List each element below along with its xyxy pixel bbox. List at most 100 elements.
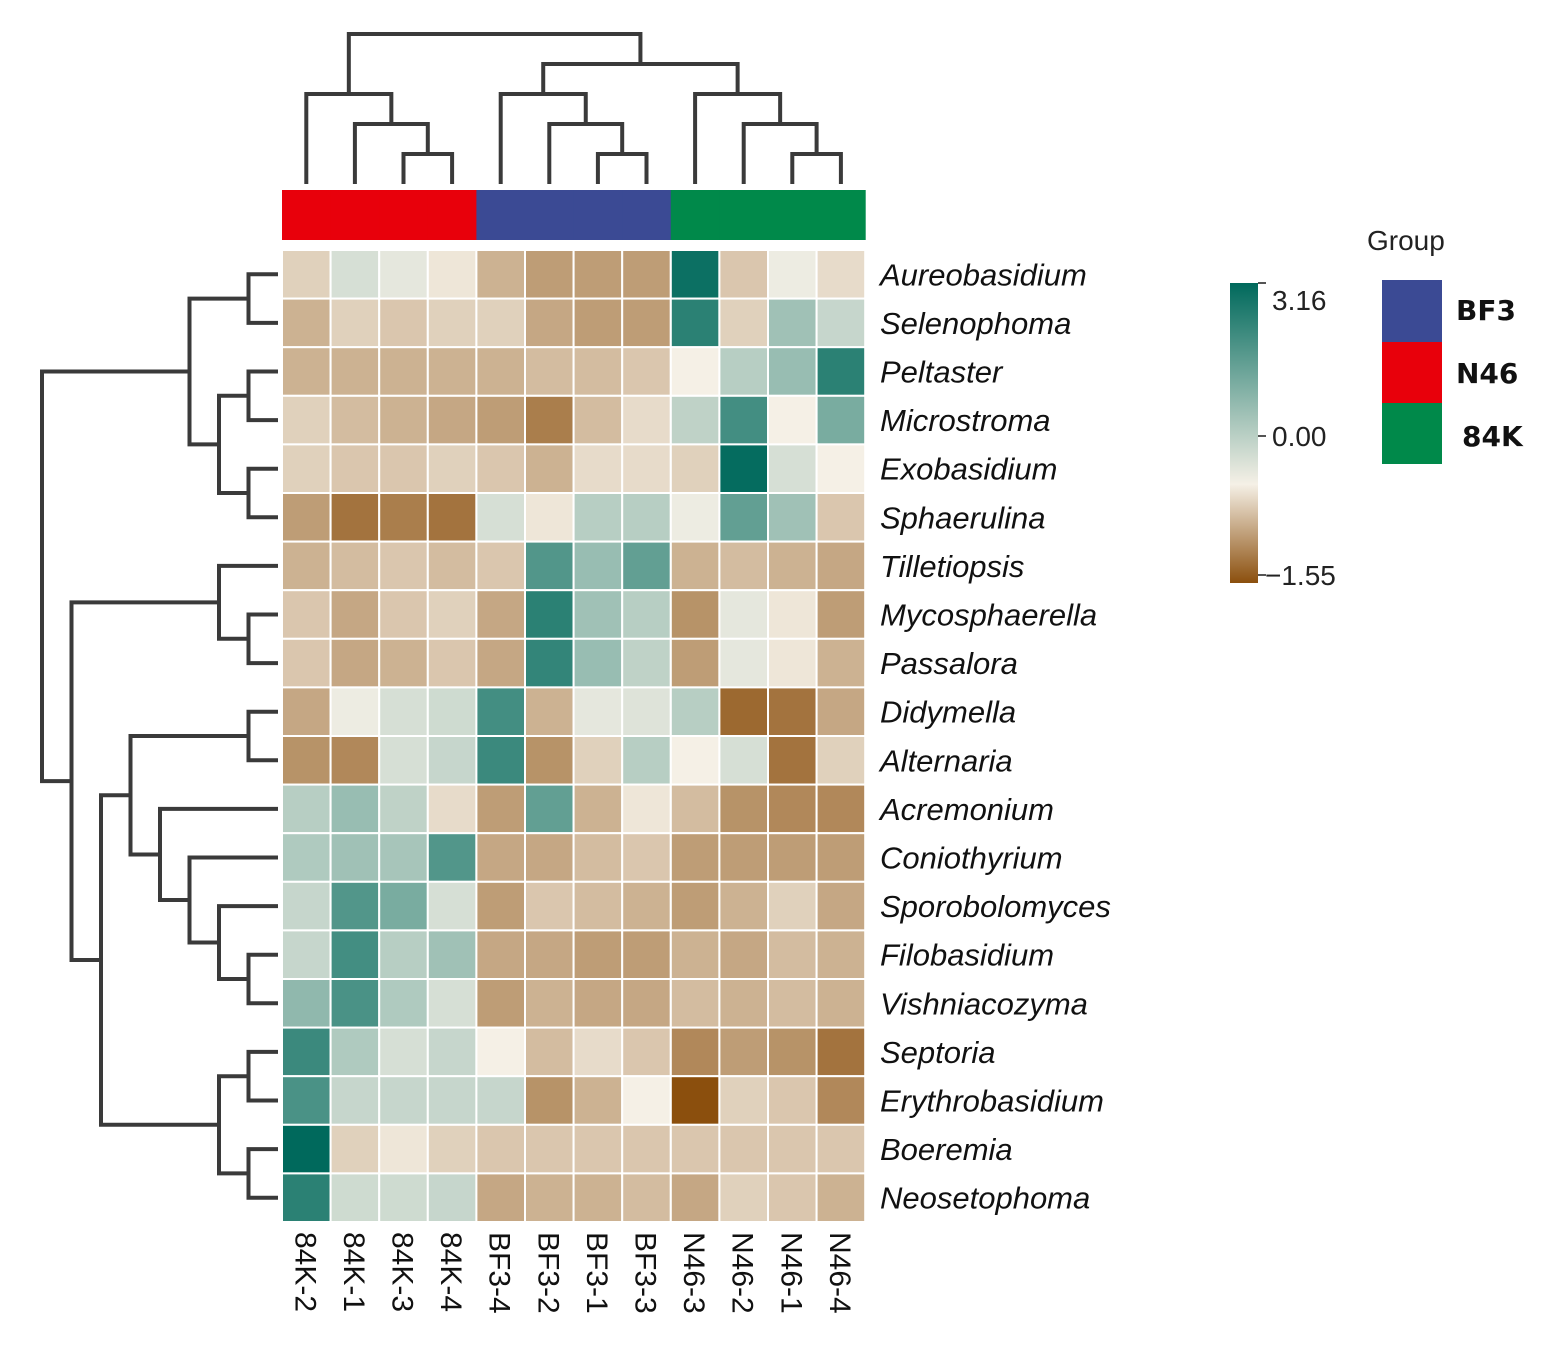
heatmap-cell (669, 686, 721, 738)
heatmap-cell (815, 346, 867, 397)
heatmap-cell (426, 1123, 478, 1175)
heatmap-cell (621, 832, 672, 883)
heatmap-cell (572, 394, 624, 446)
heatmap-cell (426, 1172, 478, 1224)
row-label: Septoria (880, 1035, 995, 1070)
heatmap-cell (378, 783, 429, 835)
heatmap-cell (815, 297, 867, 349)
column-label: BF3-1 (580, 1232, 613, 1314)
column-label: BF3-4 (483, 1232, 516, 1314)
heatmap-cell (281, 492, 332, 543)
heatmap-cell (475, 394, 526, 446)
heatmap-cell (378, 832, 429, 883)
legend-label-bf3: BF3 (1456, 294, 1516, 327)
dendrogram-branch (158, 806, 278, 903)
heatmap-cell (378, 978, 429, 1029)
row-label: Coniothyrium (880, 841, 1063, 876)
group-bar-segment (816, 190, 866, 240)
heatmap-cell (281, 297, 332, 349)
heatmap-cell (475, 832, 526, 883)
group-bar-segment (427, 190, 477, 240)
heatmap-cell (669, 1172, 721, 1224)
heatmap-cell (621, 686, 672, 738)
heatmap-cell (475, 880, 526, 932)
dendrogram-branch (187, 296, 249, 447)
heatmap-cell (524, 394, 575, 446)
heatmap-cell (426, 832, 478, 883)
heatmap-cell (524, 492, 575, 543)
heatmap-cell (815, 735, 867, 786)
heatmap-cell (718, 1123, 770, 1175)
heatmap-cell (621, 637, 672, 689)
heatmap-cell (621, 443, 672, 494)
heatmap-cell (475, 929, 526, 981)
heatmap-cell (329, 394, 381, 446)
heatmap-cell (378, 394, 429, 446)
dendrogram-branch (304, 92, 394, 184)
colorbar-gradient (1230, 283, 1258, 583)
heatmap-cell (621, 1123, 672, 1175)
row-label: Erythrobasidium (880, 1084, 1104, 1119)
row-dendrogram (40, 272, 278, 1200)
heatmap-cell (329, 443, 381, 494)
heatmap-cell (815, 394, 867, 446)
heatmap-cell (329, 1172, 381, 1224)
heatmap-cell (378, 880, 429, 932)
heatmap-cell (767, 880, 818, 932)
dendrogram-branch (741, 122, 819, 184)
heatmap-cell (378, 1172, 429, 1224)
heatmap-cell (767, 1026, 818, 1078)
group-bar-segment (670, 190, 720, 240)
heatmap-cell (281, 1075, 332, 1126)
group-legend: Group BF3 N46 84K (1367, 225, 1524, 464)
heatmap-cell (281, 346, 332, 397)
heatmap-cell (281, 637, 332, 689)
heatmap-cell (669, 297, 721, 349)
heatmap-cell (718, 443, 770, 494)
dendrogram-branch (246, 1147, 278, 1200)
heatmap-cell (767, 394, 818, 446)
heatmap-cell (281, 249, 332, 300)
heatmap-cell (329, 637, 381, 689)
heatmap-cell (621, 1172, 672, 1224)
heatmap-cell (767, 540, 818, 592)
dendrogram-branch (69, 600, 219, 963)
row-label: Didymella (880, 695, 1016, 730)
heatmap-cell (524, 443, 575, 494)
group-bar-segment (330, 190, 380, 240)
heatmap-cell (572, 783, 624, 835)
heatmap-cell (572, 249, 624, 300)
heatmap-cell (621, 1075, 672, 1126)
heatmap-cell (524, 978, 575, 1029)
heatmap-cell (767, 735, 818, 786)
heatmap-cell (426, 346, 478, 397)
heatmap-cell (524, 783, 575, 835)
row-label: Peltaster (880, 355, 1004, 390)
heatmap-cell (572, 832, 624, 883)
heatmap-cell (815, 249, 867, 300)
row-label: Sporobolomyces (880, 889, 1111, 924)
heatmap-cell (718, 929, 770, 981)
group-bar-segment (379, 190, 429, 240)
heatmap-cell (281, 589, 332, 640)
column-label: N46-4 (823, 1232, 856, 1314)
heatmap-cell (475, 1026, 526, 1078)
heatmap-cell (475, 346, 526, 397)
heatmap-cell (572, 492, 624, 543)
heatmap-cell (767, 1075, 818, 1126)
heatmap-cell (426, 540, 478, 592)
column-label: BF3-3 (629, 1232, 662, 1314)
heatmap-cell (329, 929, 381, 981)
heatmap-cell (815, 637, 867, 689)
dendrogram-branch (401, 152, 455, 184)
row-label: Microstroma (880, 403, 1051, 438)
heatmap-cell (718, 492, 770, 543)
heatmap-cell (767, 443, 818, 494)
row-label: Tilletiopsis (880, 549, 1024, 584)
heatmap-cell (475, 1123, 526, 1175)
group-bar-segment (525, 190, 575, 240)
heatmap-cell (426, 443, 478, 494)
heatmap-cell (426, 249, 478, 300)
heatmap-cell (281, 929, 332, 981)
heatmap-cell (524, 346, 575, 397)
